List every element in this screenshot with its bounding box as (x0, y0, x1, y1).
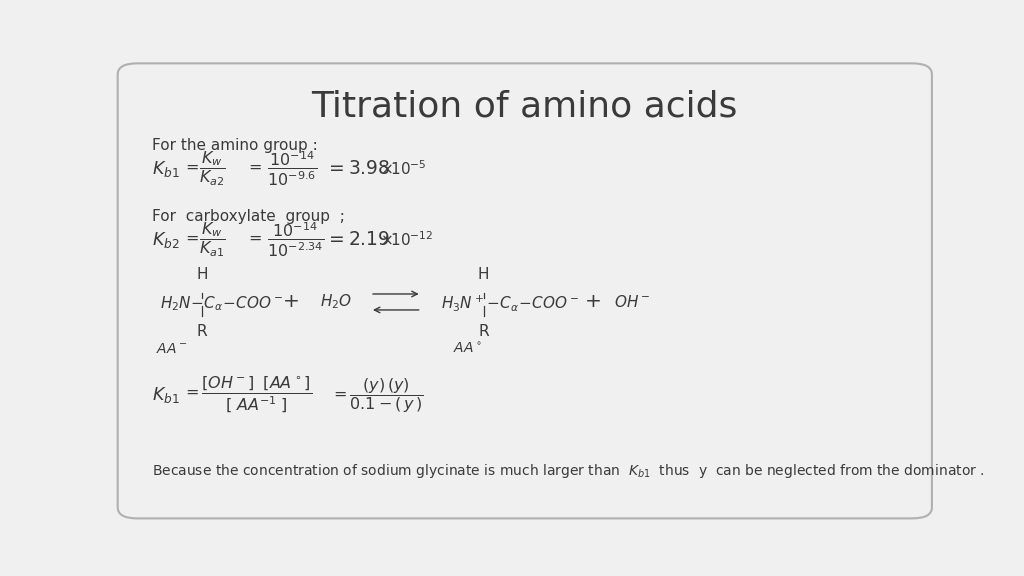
Text: $+$: $+$ (283, 293, 299, 312)
Text: $=\dfrac{[OH^-]\;\;[AA^\circ]}{[\;AA^{-1}\;]}$: $=\dfrac{[OH^-]\;\;[AA^\circ]}{[\;AA^{-1… (182, 375, 312, 415)
Text: $= 3.98$: $= 3.98$ (325, 160, 390, 179)
Text: For the amino group :: For the amino group : (152, 138, 317, 153)
Text: $K_{b2}$: $K_{b2}$ (152, 230, 179, 250)
Text: $\times\!10^{-5}$: $\times\!10^{-5}$ (380, 160, 427, 178)
Text: $K_{b1}$: $K_{b1}$ (152, 385, 179, 405)
Text: $H_2N\!-\!\underset{}{C_\alpha}\!-\!COO^-$: $H_2N\!-\!\underset{}{C_\alpha}\!-\!COO^… (160, 294, 284, 310)
Text: $=\,\dfrac{10^{-14}}{10^{-2.34}}$: $=\,\dfrac{10^{-14}}{10^{-2.34}}$ (246, 221, 325, 259)
Text: $=\!\dfrac{K_w}{K_{a2}}$: $=\!\dfrac{K_w}{K_{a2}}$ (182, 150, 226, 188)
FancyBboxPatch shape (118, 63, 932, 518)
Text: $\times\!10^{-12}$: $\times\!10^{-12}$ (380, 230, 433, 249)
Text: $H_3N^+\!-\!\underset{}{C_\alpha}\!-\!COO^-$: $H_3N^+\!-\!\underset{}{C_\alpha}\!-\!CO… (441, 293, 580, 310)
Text: $OH^-$: $OH^-$ (613, 294, 650, 310)
Text: H: H (196, 267, 208, 282)
Text: Because the concentration of sodium glycinate is much larger than  $K_{b1}$  thu: Because the concentration of sodium glyc… (152, 461, 984, 480)
Text: $K_{b1}$: $K_{b1}$ (152, 159, 179, 179)
Text: $+$: $+$ (584, 293, 601, 312)
Text: $=\dfrac{(y)\,(y)}{0.1-(\,y\,)}$: $=\dfrac{(y)\,(y)}{0.1-(\,y\,)}$ (331, 376, 424, 415)
Text: $H_2O$: $H_2O$ (321, 293, 352, 311)
Text: R: R (197, 324, 207, 339)
Text: H: H (478, 267, 489, 282)
Text: $AA^\circ$: $AA^\circ$ (454, 342, 482, 357)
Text: For  carboxylate  group  ;: For carboxylate group ; (152, 209, 345, 224)
Text: R: R (478, 324, 488, 339)
Text: $= 2.19$: $= 2.19$ (325, 230, 390, 249)
Text: $=\!\dfrac{K_w}{K_{a1}}$: $=\!\dfrac{K_w}{K_{a1}}$ (182, 221, 226, 259)
Text: Titration of amino acids: Titration of amino acids (311, 89, 738, 123)
Text: $AA^-$: $AA^-$ (156, 342, 187, 356)
Text: $=\,\dfrac{10^{-14}}{10^{-9.6}}$: $=\,\dfrac{10^{-14}}{10^{-9.6}}$ (246, 150, 317, 188)
